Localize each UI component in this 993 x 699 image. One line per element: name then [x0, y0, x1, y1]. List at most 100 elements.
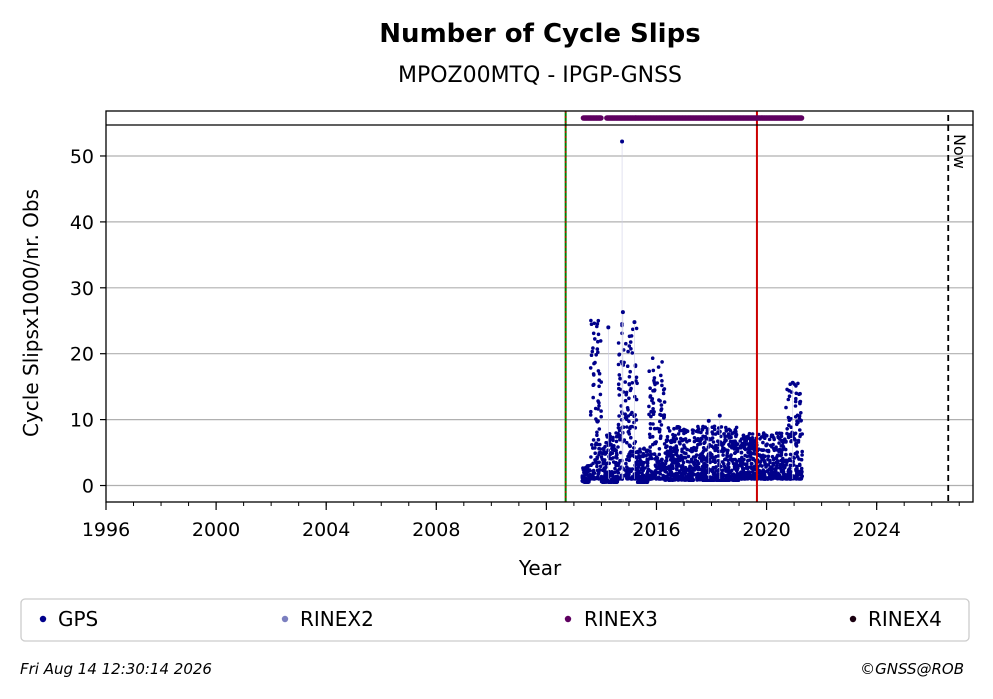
gps-point [723, 437, 727, 442]
gps-point [701, 465, 706, 469]
gps-point [744, 439, 749, 443]
data-points [580, 139, 804, 485]
gps-point [763, 460, 767, 465]
gps-point [747, 458, 752, 462]
legend-marker-rinex2 [281, 615, 289, 623]
gps-point [593, 406, 598, 411]
gps-point [798, 428, 802, 432]
gps-point [589, 409, 593, 414]
gps-point [705, 427, 710, 431]
gps-point [634, 375, 639, 380]
gps-point [779, 444, 783, 448]
gps-point [651, 412, 656, 417]
gps-point [788, 452, 793, 457]
gps-point [787, 457, 792, 461]
gps-point [787, 423, 791, 428]
gps-point [721, 474, 725, 478]
gps-point [667, 451, 672, 456]
gps-point [607, 456, 612, 461]
gps-point [589, 455, 593, 459]
gps-point [682, 431, 686, 436]
gps-point [731, 461, 736, 466]
gps-point [687, 468, 691, 472]
gps-point [711, 472, 716, 477]
gps-point [678, 441, 682, 446]
gps-point [624, 461, 628, 466]
gps-point [600, 479, 605, 484]
gps-point [741, 433, 746, 438]
gps-point [628, 444, 632, 449]
gps-point [681, 460, 686, 465]
gps-point [712, 478, 717, 482]
legend-marker-gps [39, 615, 47, 623]
gps-point [630, 381, 635, 385]
gps-point [672, 426, 676, 431]
gps-point [625, 476, 629, 481]
gps-point [799, 476, 804, 481]
gps-point [688, 448, 692, 453]
gps-point [772, 467, 776, 471]
footer-credit: ©GNSS@ROB [860, 660, 964, 678]
gps-point [611, 435, 615, 440]
gps-point [681, 437, 686, 442]
gps-point [628, 369, 632, 374]
y-tick-label-20: 20 [70, 344, 94, 366]
gps-point [626, 414, 631, 418]
gps-point [624, 390, 629, 395]
gps-point [596, 332, 601, 337]
gps-point [665, 444, 669, 449]
gps-point [774, 431, 779, 436]
gps-point [739, 437, 744, 441]
gps-point [634, 397, 639, 402]
gps-point [641, 454, 645, 459]
gps-point [618, 458, 622, 463]
gps-point [664, 439, 669, 444]
gps-point [647, 412, 651, 417]
gps-point [733, 439, 737, 444]
gps-point [697, 456, 702, 460]
gps-point [589, 353, 594, 358]
gps-point [660, 379, 664, 383]
x-tick-label-2020: 2020 [742, 519, 790, 541]
gps-point [785, 460, 789, 465]
gps-point [691, 431, 695, 435]
gps-point [617, 414, 621, 418]
gps-point [680, 466, 685, 471]
gps-point [585, 473, 590, 477]
gps-point [770, 445, 774, 449]
gps-point [726, 465, 731, 470]
gps-point [792, 436, 796, 441]
gps-point [740, 470, 745, 475]
gps-point [727, 434, 732, 439]
gps-point [676, 432, 681, 436]
gps-point [590, 349, 595, 354]
gps-point [595, 322, 600, 326]
rinex3-marker [598, 115, 604, 121]
gps-point [637, 475, 641, 479]
gps-point [632, 420, 636, 425]
gps-point [652, 426, 657, 431]
gps-point [789, 390, 794, 394]
gps-point [596, 399, 600, 403]
gps-point [798, 472, 803, 476]
x-axis-label: Year [518, 556, 562, 580]
gps-point [591, 395, 595, 400]
gps-point [659, 413, 664, 418]
gps-point [800, 449, 804, 454]
legend-label-rinex4: RINEX4 [868, 607, 942, 631]
gps-point [794, 391, 799, 396]
gps-point [627, 375, 632, 379]
gps-point [784, 473, 788, 478]
gps-point [633, 440, 638, 444]
gps-point [659, 464, 663, 469]
legend-label-gps: GPS [58, 607, 98, 631]
gps-point [623, 380, 627, 384]
gps-point [593, 337, 597, 341]
gps-point [658, 459, 663, 463]
gps-point [633, 413, 637, 417]
gps-point [709, 452, 714, 457]
gps-point [652, 452, 657, 456]
gps-point [716, 458, 721, 463]
gps-point [635, 462, 640, 466]
gps-point [675, 466, 679, 471]
